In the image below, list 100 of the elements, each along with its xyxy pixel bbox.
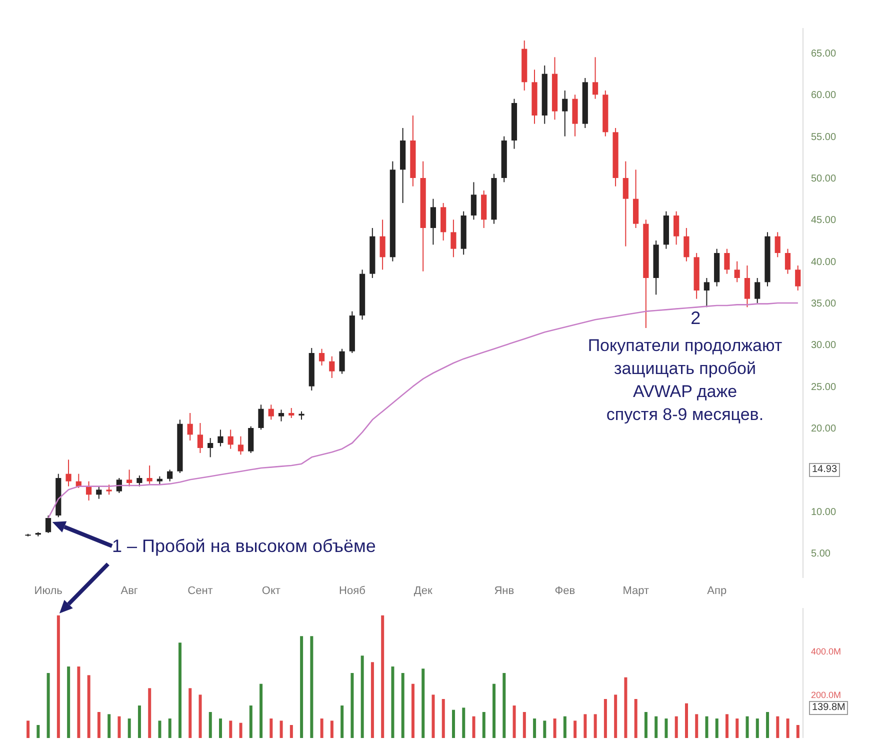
- y-tick-label: 30.00: [811, 340, 836, 352]
- bar: [401, 673, 404, 738]
- bar: [502, 673, 506, 738]
- candlestick: [146, 465, 152, 484]
- candlestick: [167, 469, 173, 482]
- candlestick: [136, 475, 142, 487]
- bar: [219, 718, 222, 738]
- bar: [320, 718, 324, 738]
- bar: [644, 712, 648, 738]
- y-tick-label: 35.00: [811, 298, 836, 310]
- y-tick-label: 40.00: [811, 256, 836, 268]
- bar: [391, 666, 394, 738]
- bar: [148, 688, 152, 738]
- bar: [67, 666, 70, 738]
- bar: [249, 706, 252, 738]
- x-tick-label: Окт: [262, 584, 280, 597]
- bar: [766, 712, 770, 738]
- bar: [87, 675, 90, 738]
- bar: [684, 703, 688, 738]
- text: 14.93: [809, 463, 840, 478]
- bar: [188, 688, 192, 738]
- bar: [178, 642, 182, 738]
- bar: [36, 725, 40, 738]
- y-tick-label: 65.00: [811, 48, 836, 60]
- bar: [56, 615, 60, 738]
- x-tick-label: Нояб: [339, 584, 366, 597]
- candlestick: [96, 486, 102, 500]
- bar: [614, 694, 618, 738]
- candlestick: [622, 160, 628, 247]
- candlestick: [450, 219, 456, 258]
- candlestick: [562, 90, 568, 137]
- bar: [574, 720, 577, 738]
- candlestick: [126, 469, 132, 487]
- bar: [340, 706, 344, 738]
- bar: [736, 718, 739, 738]
- bar: [168, 718, 172, 738]
- x-tick-label: Сент: [188, 584, 213, 597]
- candlestick: [704, 278, 710, 308]
- bar: [664, 718, 668, 738]
- bar: [138, 706, 141, 738]
- bar: [239, 722, 242, 738]
- candlestick: [268, 404, 274, 420]
- bar: [553, 718, 556, 738]
- bar: [786, 718, 790, 738]
- x-tick-label: Июль: [34, 584, 63, 597]
- bar: [208, 712, 212, 738]
- candlestick: [784, 248, 791, 274]
- x-tick-label: Авг: [120, 584, 138, 597]
- candlestick: [329, 356, 335, 378]
- x-tick-label: Дек: [414, 584, 432, 597]
- bar: [108, 714, 111, 738]
- candlestick: [66, 459, 72, 487]
- candlestick: [592, 56, 598, 100]
- bar: [776, 716, 780, 738]
- bar: [77, 666, 80, 738]
- bar: [543, 720, 546, 738]
- bar: [584, 714, 587, 738]
- y-tick-label: 10.00: [811, 506, 836, 518]
- candlestick: [106, 484, 112, 496]
- candlestick: [238, 436, 244, 456]
- bar: [198, 694, 202, 738]
- candlestick: [248, 426, 254, 454]
- bar: [462, 708, 466, 738]
- bar: [290, 725, 293, 738]
- candlestick: [339, 348, 345, 374]
- bar: [300, 636, 304, 738]
- annotation: 1 – Пробой на высоком объёме: [112, 536, 376, 557]
- bar: [715, 718, 718, 738]
- y-tick-label: 55.00: [811, 132, 836, 143]
- y-tick-label: 200.0M: [811, 690, 842, 700]
- bar: [654, 716, 658, 738]
- bar: [280, 720, 283, 738]
- bar: [695, 714, 698, 738]
- candlestick: [430, 198, 436, 246]
- y-tick-label: 50.00: [811, 174, 836, 185]
- bar: [492, 684, 496, 738]
- candlestick: [218, 429, 224, 447]
- y-tick-label: 5.00: [811, 548, 831, 560]
- candlestick: [684, 228, 690, 262]
- bar: [512, 706, 516, 738]
- candlestick: [774, 232, 780, 258]
- bar: [260, 684, 263, 738]
- bar: [563, 716, 566, 738]
- bar: [360, 656, 364, 738]
- candlestick: [45, 515, 52, 534]
- bar: [594, 714, 597, 738]
- bar: [533, 718, 536, 738]
- bar: [310, 636, 314, 738]
- bar: [674, 716, 678, 738]
- annotation: 2: [690, 308, 701, 329]
- x-tick-label: Март: [622, 584, 650, 597]
- text: 139.8M: [809, 700, 848, 715]
- y-tick-label: 20.00: [811, 424, 836, 435]
- bar: [26, 720, 30, 738]
- bar: [472, 716, 476, 738]
- bar: [746, 716, 749, 738]
- annotation: Покупатели продолжают защищать пробой AVWAP даже спустя 8-9 месяцев.: [586, 335, 784, 426]
- x-tick-label: Фев: [554, 584, 576, 597]
- candlestick: [380, 219, 386, 270]
- bar: [270, 718, 273, 738]
